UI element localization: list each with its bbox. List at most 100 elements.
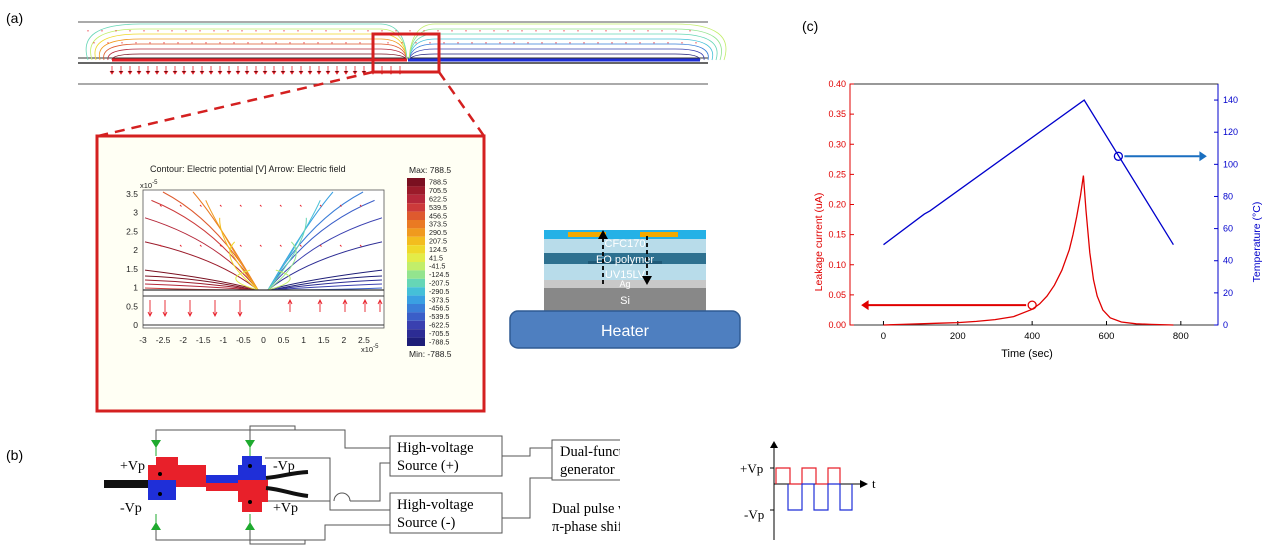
- chart-y-left-tick: 0.25: [828, 169, 846, 179]
- chart-y-left-tick: 0.20: [828, 200, 846, 210]
- chart-y-right-tick: 100: [1223, 159, 1238, 169]
- simulation-plot: [142, 189, 385, 329]
- mzm-device: [104, 456, 309, 512]
- vp-minus-left: -Vp: [120, 501, 142, 516]
- dual-function-generator: [551, 439, 620, 481]
- layer-label-cfc170: CFC170: [605, 238, 646, 250]
- pulse-caption-line2: π-phase shift: [552, 519, 620, 535]
- x-tick-label: -3: [139, 335, 147, 345]
- marker-current: [1027, 300, 1037, 310]
- marker-temperature: [1113, 151, 1124, 161]
- x-tick-label: -1.5: [196, 335, 211, 345]
- series-temperature: [883, 99, 1174, 246]
- pulse-vp-plus: +Vp: [740, 461, 763, 476]
- x-axis-label: Time (sec): [1001, 348, 1053, 360]
- electrode-red-right: [238, 480, 268, 502]
- vp-plus-right: +Vp: [273, 501, 298, 516]
- cladding-top: [544, 230, 706, 239]
- colorbar-tick-label: -290.5: [429, 287, 449, 296]
- y-tick-label: 2.5: [126, 226, 138, 236]
- pulse-positive: [775, 467, 841, 485]
- leakage-chart: 0 200 400 600 8000.000.050.100.150.200.250.3…: [813, 79, 1263, 360]
- layer-si: [544, 288, 706, 311]
- x-tick-label: -1: [220, 335, 228, 345]
- layer-label-eo-polymer: EO polymer: [596, 254, 654, 266]
- colorbar-tick-label: -705.5: [429, 329, 449, 338]
- colorbar-swatch: [407, 194, 425, 204]
- colorbar-tick-label: -456.5: [429, 304, 449, 313]
- layer-label-si: Si: [620, 295, 630, 307]
- chart-y-left-tick: 0.35: [828, 109, 846, 119]
- panel-label-c: (c): [802, 18, 819, 34]
- colorbar-swatch: [407, 245, 425, 254]
- y-right-axis-label: Temperature (°C): [1251, 202, 1263, 283]
- chart-y-left-tick: 0.00: [828, 320, 846, 330]
- colorbar-swatch: [407, 178, 425, 187]
- chart-x-tick: 600: [1099, 331, 1115, 342]
- chart-y-right-tick: 60: [1223, 224, 1233, 234]
- pulse-waveform: +Vp -Vp t: [740, 441, 876, 540]
- colorbar-swatch: [407, 312, 425, 321]
- y-tick-label: 3.5: [126, 189, 138, 199]
- layer-stack-figure: CFC170 EO polymer UV15LV Ag Si Heater: [509, 230, 741, 349]
- vp-plus-left: +Vp: [120, 459, 145, 474]
- y-exponent-label: x10-5: [140, 180, 158, 190]
- x-tick-label: -0.5: [236, 335, 251, 345]
- hv-minus-line1: High-voltage: [397, 497, 474, 513]
- top-electrode-right: [640, 232, 678, 237]
- colorbar-tick-label: -41.5: [429, 262, 445, 271]
- colorbar-max: Max: 788.5: [409, 165, 451, 175]
- layer-eo-polymer: [544, 253, 706, 264]
- colorbar-tick-label: -788.5: [429, 337, 449, 346]
- pulse-caption-line1: Dual pulse with: [552, 501, 620, 517]
- zoom-line-left: [97, 70, 374, 138]
- colorbar-swatch: [407, 337, 425, 346]
- top-electrode-left: [568, 232, 606, 237]
- colorbar-swatch: [407, 304, 425, 313]
- colorbar-tick-label: 207.5: [429, 237, 447, 246]
- hv-plus-line2: Source (+): [397, 458, 459, 474]
- electrode-blue-left: [148, 480, 176, 500]
- colorbar-tick-label: 456.5: [429, 211, 447, 220]
- y-tick-label: 0: [133, 320, 138, 330]
- colorbar-swatch: [407, 270, 425, 279]
- colorbar-swatch: [407, 295, 425, 304]
- zoom-line-right: [437, 71, 486, 137]
- chart-y-right-tick: 120: [1223, 127, 1238, 137]
- colorbar-tick-label: -622.5: [429, 321, 449, 330]
- chart-y-right-tick: 140: [1223, 95, 1238, 105]
- chart-x-tick: 400: [1024, 331, 1040, 342]
- colorbar-tick-label: 705.5: [429, 186, 447, 195]
- colorbar-swatch: [407, 253, 425, 262]
- heater-label: Heater: [601, 323, 650, 340]
- poling-circuit: High-voltage Source (+) High-voltage Sou…: [104, 425, 620, 545]
- colorbar-tick-label: -373.5: [429, 295, 449, 304]
- colorbar-swatch: [407, 211, 425, 220]
- y-tick-label: 1: [133, 283, 138, 293]
- chart-x-tick: 200: [950, 331, 966, 342]
- colorbar-tick-label: 788.5: [429, 178, 447, 187]
- x-exponent-label: x10-5: [361, 344, 379, 354]
- hv-plus-line1: High-voltage: [397, 440, 474, 456]
- y-tick-label: 3: [133, 208, 138, 218]
- chart-y-right-tick: 80: [1223, 191, 1233, 201]
- panel-a-figure: Contour: Electric potential [V] Arrow: E…: [78, 20, 727, 413]
- colorbar-tick-label: 124.5: [429, 245, 447, 254]
- device-field-overview: [78, 20, 727, 86]
- simulation-title: Contour: Electric potential [V] Arrow: E…: [150, 164, 346, 174]
- layer-label-uv15lv: UV15LV: [605, 269, 646, 281]
- x-tick-label: 1.5: [318, 335, 330, 345]
- panel-label-a: (a): [6, 10, 24, 26]
- colorbar-swatch: [407, 220, 425, 229]
- colorbar-min: Min: -788.5: [409, 349, 452, 359]
- colorbar-swatch: [407, 228, 425, 237]
- chart-y-left-tick: 0.40: [828, 79, 846, 89]
- hv-source-minus: [389, 492, 503, 534]
- layer-uv15lv: [544, 264, 706, 280]
- colorbar-tick-label: -124.5: [429, 270, 449, 279]
- chart-y-left-tick: 0.30: [828, 139, 846, 149]
- heater-block: [509, 310, 741, 349]
- layer-cfc170: [544, 239, 706, 253]
- generator-line1: Dual-function: [560, 444, 620, 460]
- x-tick-label: 1: [301, 335, 306, 345]
